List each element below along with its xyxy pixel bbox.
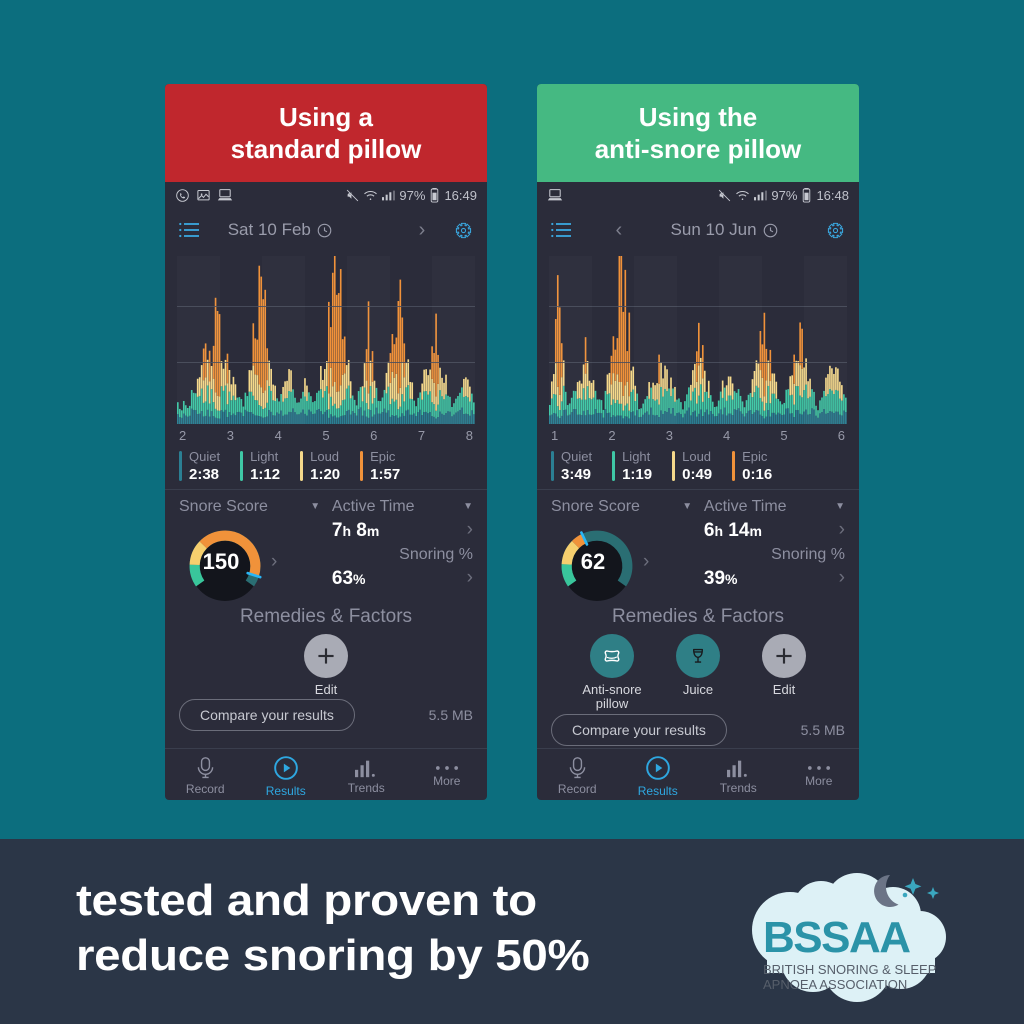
svg-text:BRITISH SNORING & SLEEP: BRITISH SNORING & SLEEP <box>763 962 936 977</box>
svg-text:APNOEA ASSOCIATION: APNOEA ASSOCIATION <box>763 977 907 992</box>
svg-text:BSSAA: BSSAA <box>763 913 910 962</box>
